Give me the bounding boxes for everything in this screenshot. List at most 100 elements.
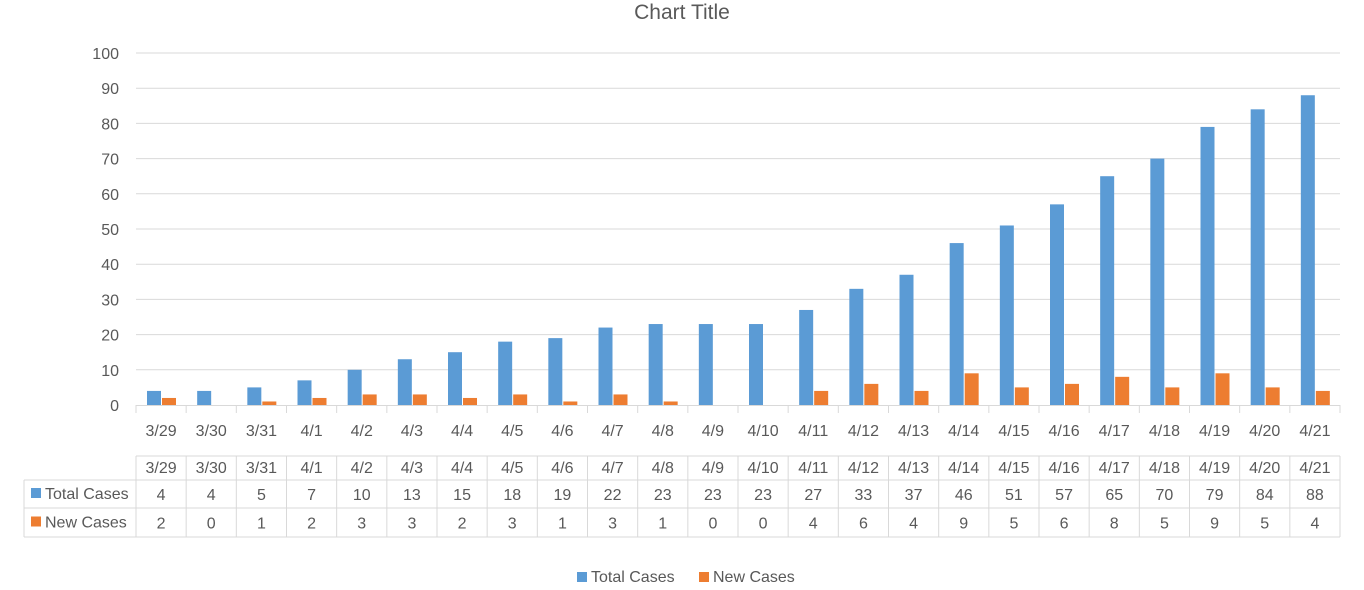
table-value: 23: [654, 487, 672, 504]
table-value: 1: [658, 516, 667, 533]
table-value: 10: [353, 487, 371, 504]
total-cases-bar: [1200, 126, 1215, 406]
x-tick-label: 4/4: [451, 423, 473, 440]
table-value: 9: [1210, 516, 1219, 533]
table-value: 7: [307, 487, 316, 504]
table-header-label: 4/10: [748, 460, 779, 477]
table-value: 5: [1160, 516, 1169, 533]
table-header-label: 4/13: [898, 460, 929, 477]
table-value: 19: [554, 487, 572, 504]
y-tick-label: 100: [92, 46, 119, 63]
total-cases-bar: [698, 324, 713, 405]
total-cases-bar: [1300, 95, 1315, 406]
x-tick-label: 3/31: [246, 423, 277, 440]
table-value: 4: [207, 487, 216, 504]
y-tick-label: 50: [101, 222, 119, 239]
table-header-label: 4/6: [551, 460, 573, 477]
table-value: 4: [1310, 516, 1319, 533]
table-value: 33: [855, 487, 873, 504]
table-header-label: 4/3: [401, 460, 423, 477]
table-header-label: 4/18: [1149, 460, 1180, 477]
y-tick-label: 90: [101, 81, 119, 98]
x-tick-label: 3/30: [196, 423, 227, 440]
y-tick-label: 70: [101, 152, 119, 169]
new-cases-bar: [914, 390, 929, 405]
total-cases-bar: [749, 324, 763, 405]
x-tick-label: 4/5: [501, 423, 523, 440]
table-value: 6: [859, 516, 868, 533]
table-value: 8: [1110, 516, 1119, 533]
table-value: 51: [1005, 487, 1023, 504]
table-header-label: 4/19: [1199, 460, 1230, 477]
total-cases-bar: [1150, 158, 1165, 405]
table-value: 2: [157, 516, 166, 533]
x-tick-label: 4/13: [898, 423, 929, 440]
table-value: 84: [1256, 487, 1274, 504]
table-value: 57: [1055, 487, 1073, 504]
x-tick-label: 4/10: [748, 423, 779, 440]
table-value: 4: [157, 487, 166, 504]
new-cases-bar: [162, 397, 176, 405]
total-cases-bar: [247, 387, 262, 405]
data-table: 3/29 3/30 3/31 4/1 4/2 4/3 4/4 4/5 4/6 4/7 4/8 4/9 4…: [23, 455, 1341, 538]
table-value: 2: [458, 516, 467, 533]
table-value: 1: [558, 516, 567, 533]
table-value: 0: [759, 516, 768, 533]
table-header-label: 3/31: [246, 460, 277, 477]
total-cases-bar: [347, 369, 362, 405]
new-cases-bar: [1165, 387, 1180, 405]
total-cases-bar: [799, 309, 814, 405]
x-tick-label: 4/14: [948, 423, 979, 440]
x-tick-label: 4/3: [401, 423, 423, 440]
table-value: 23: [754, 487, 772, 504]
table-value: 0: [708, 516, 717, 533]
y-tick-label: 30: [101, 292, 119, 309]
table-value: 15: [453, 487, 471, 504]
table-value: 5: [257, 487, 266, 504]
x-tick-label: 4/1: [300, 423, 322, 440]
table-value: 3: [508, 516, 517, 533]
table-header-label: 4/17: [1099, 460, 1130, 477]
new-cases-bar: [964, 373, 979, 405]
table-header-label: 4/12: [848, 460, 879, 477]
total-cases-bar: [448, 352, 462, 405]
table-value: 3: [407, 516, 416, 533]
new-cases-bar: [312, 397, 327, 405]
table-value: 79: [1206, 487, 1224, 504]
total-cases-bar: [147, 390, 161, 405]
total-cases-bar: [949, 243, 964, 405]
table-series-swatch: [31, 488, 41, 498]
x-tick-label: 3/29: [146, 423, 177, 440]
new-cases-bar: [412, 394, 427, 405]
new-cases-bar: [563, 401, 578, 405]
new-cases-bar: [1265, 387, 1280, 405]
table-header-label: 4/21: [1299, 460, 1330, 477]
table-value: 5: [1260, 516, 1269, 533]
x-tick-label: 4/16: [1049, 423, 1080, 440]
table-value: 18: [503, 487, 521, 504]
table-series-name: Total Cases: [45, 486, 129, 503]
table-header-label: 4/8: [652, 460, 674, 477]
x-tick-label: 4/6: [551, 423, 573, 440]
new-cases-bar: [1315, 390, 1330, 405]
total-cases-bar: [849, 288, 864, 405]
table-value: 6: [1060, 516, 1069, 533]
table-header-label: 4/9: [702, 460, 724, 477]
table-header-label: 4/5: [501, 460, 523, 477]
table-value: 46: [955, 487, 973, 504]
new-cases-bar: [814, 390, 829, 405]
x-tick-label: 4/18: [1149, 423, 1180, 440]
table-value: 4: [809, 516, 818, 533]
y-tick-label: 20: [101, 328, 119, 345]
new-cases-bar: [1065, 383, 1079, 405]
table-value: 1: [257, 516, 266, 533]
y-tick-label: 40: [101, 257, 119, 274]
total-cases-bar: [197, 390, 212, 405]
table-header-label: 4/15: [998, 460, 1029, 477]
new-cases-bar: [1215, 373, 1230, 405]
x-tick-label: 4/17: [1099, 423, 1130, 440]
x-tick-label: 4/21: [1299, 423, 1330, 440]
table-value: 27: [804, 487, 822, 504]
new-cases-bar: [262, 401, 277, 405]
